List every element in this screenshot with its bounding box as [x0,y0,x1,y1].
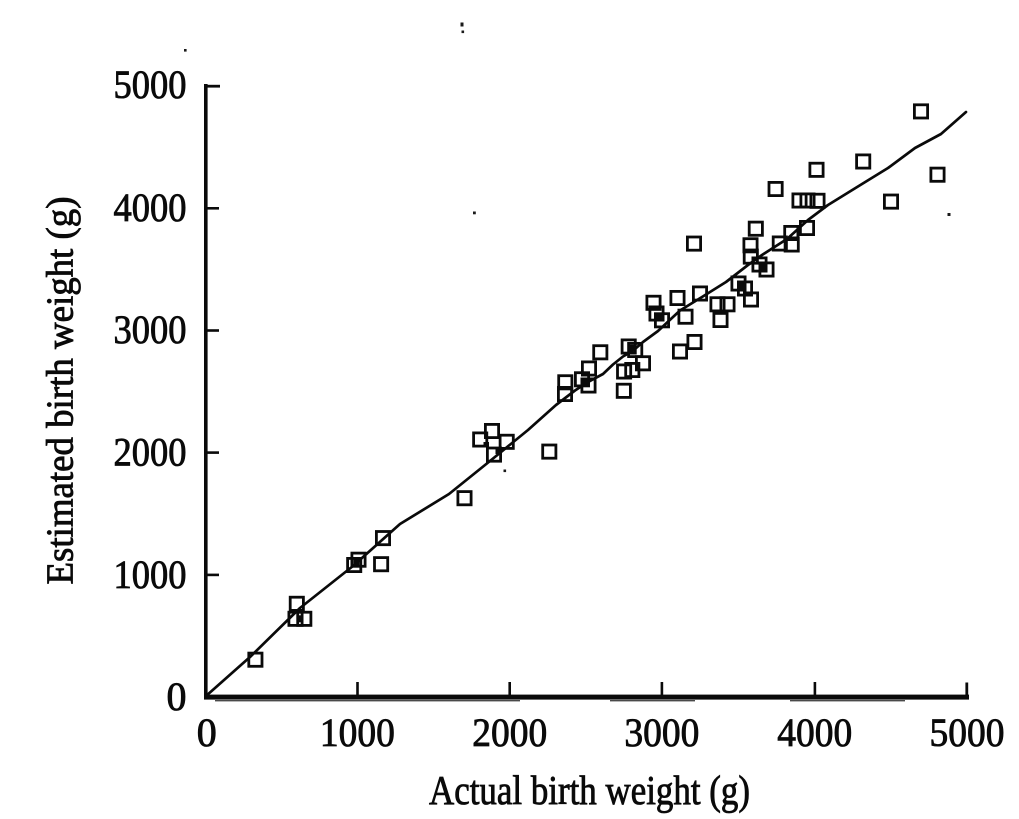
svg-text:2000: 2000 [114,429,187,474]
svg-text:0: 0 [167,674,187,719]
svg-text:Actual birth weight (g): Actual birth weight (g) [429,767,750,813]
svg-text:3000: 3000 [114,307,187,352]
svg-text:4000: 4000 [777,710,852,755]
svg-text:3000: 3000 [624,710,699,755]
svg-text:5000: 5000 [930,710,1005,755]
svg-text:1000: 1000 [114,552,187,597]
svg-text:2000: 2000 [472,710,547,755]
svg-text:5000: 5000 [114,62,187,107]
svg-text:1000: 1000 [320,710,395,755]
svg-text:4000: 4000 [114,185,187,230]
svg-text:0: 0 [197,710,217,755]
svg-text:Estimated birth weight (g): Estimated birth weight (g) [40,197,82,585]
